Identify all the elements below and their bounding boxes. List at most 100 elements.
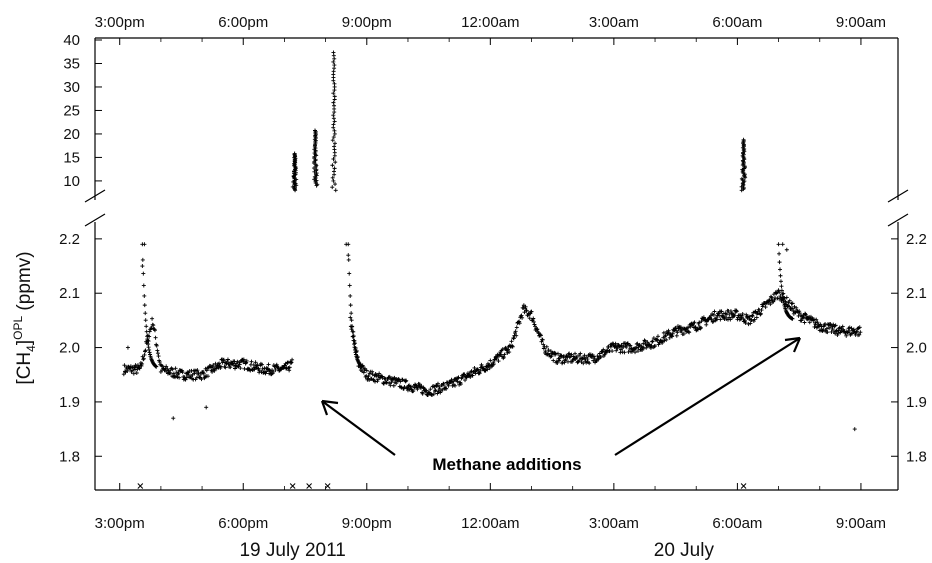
baseline-data-point <box>540 337 545 342</box>
methane-additions-annotation: Methane additions <box>432 455 581 474</box>
baseline-data-point <box>142 352 147 357</box>
baseline-data-point <box>221 357 226 362</box>
baseline-data-point <box>170 367 175 372</box>
baseline-data-point <box>408 384 413 389</box>
baseline-data-point <box>592 356 597 361</box>
annotation-arrowhead-right <box>784 336 802 353</box>
outlier-data-point <box>344 242 349 247</box>
baseline-data-point <box>177 375 182 380</box>
spike-data-point <box>741 186 746 191</box>
baseline-data-point <box>156 354 161 359</box>
spike-data-point <box>330 163 335 168</box>
baseline-data-point <box>253 360 258 365</box>
baseline-data-point <box>585 357 590 362</box>
decay-data-point <box>141 271 146 276</box>
decay-data-point <box>349 318 354 323</box>
decay-data-point <box>146 345 151 350</box>
baseline-data-point <box>546 348 551 353</box>
decay-data-point <box>777 251 782 256</box>
baseline-data-point <box>176 371 181 376</box>
outlier-data-point <box>784 247 789 252</box>
baseline-data-point <box>455 376 460 381</box>
date-label: 19 July 2011 <box>239 540 345 561</box>
baseline-data-point <box>221 358 226 363</box>
baseline-data-point <box>218 364 223 369</box>
baseline-data-point <box>377 371 382 376</box>
decay-data-point <box>154 364 159 369</box>
baseline-data-point <box>211 363 216 368</box>
baseline-data-point <box>679 329 684 334</box>
baseline-data-point <box>456 375 461 380</box>
decay-data-point <box>146 342 151 347</box>
baseline-data-point <box>844 333 849 338</box>
x-tick-label-top: 3:00pm <box>95 14 145 31</box>
baseline-data-point <box>195 368 200 373</box>
baseline-data-point <box>384 380 389 385</box>
baseline-data-point <box>767 298 772 303</box>
outlier-data-point <box>171 416 176 421</box>
outlier-data-point <box>780 242 785 247</box>
baseline-data-point <box>205 374 210 379</box>
baseline-data-point <box>824 326 829 331</box>
baseline-data-point <box>857 325 862 330</box>
spike-data-point <box>333 182 338 187</box>
decay-data-point <box>778 267 783 272</box>
baseline-data-point <box>491 362 496 367</box>
baseline-data-point <box>260 362 265 367</box>
baseline-data-point <box>484 364 489 369</box>
baseline-data-point <box>840 324 845 329</box>
decay-data-point <box>145 338 150 343</box>
baseline-data-point <box>505 347 510 352</box>
decay-data-point <box>777 260 782 265</box>
baseline-data-point <box>628 343 633 348</box>
spike-data-point <box>331 169 336 174</box>
baseline-data-point <box>288 360 293 365</box>
baseline-data-point <box>434 383 439 388</box>
baseline-data-point <box>735 315 740 320</box>
baseline-data-point <box>734 308 739 313</box>
baseline-data-point <box>749 318 754 323</box>
baseline-data-point <box>290 357 295 362</box>
baseline-data-point <box>166 368 171 373</box>
decay-data-point <box>778 279 783 284</box>
baseline-data-point <box>150 322 155 327</box>
y-tick-label-upper: 30 <box>63 79 80 96</box>
baseline-data-point <box>444 386 449 391</box>
baseline-data-point <box>348 315 353 320</box>
baseline-data-point <box>388 383 393 388</box>
baseline-data-point <box>778 294 783 299</box>
baseline-data-point <box>765 301 770 306</box>
baseline-data-point <box>532 322 537 327</box>
baseline-data-point <box>750 314 755 319</box>
baseline-data-point <box>854 329 859 334</box>
baseline-data-point <box>396 377 401 382</box>
spike-data-point <box>332 128 337 133</box>
baseline-data-point <box>264 369 269 374</box>
y-tick-label-lower-right: 1.8 <box>906 448 927 465</box>
decay-data-point <box>141 283 146 288</box>
decay-data-point <box>351 338 356 343</box>
baseline-data-point <box>210 364 215 369</box>
baseline-data-point <box>758 312 763 317</box>
baseline-data-point <box>153 335 158 340</box>
spike-data-point <box>332 94 337 99</box>
baseline-data-point <box>478 368 483 373</box>
baseline-data-point <box>451 379 456 384</box>
spike-data-point <box>331 122 336 127</box>
baseline-data-point <box>830 327 835 332</box>
decay-data-point <box>780 295 785 300</box>
baseline-data-point <box>255 362 260 367</box>
baseline-data-point <box>411 388 416 393</box>
baseline-data-point <box>857 332 862 337</box>
baseline-data-point <box>367 371 372 376</box>
left-axis-break-mark-upper <box>84 189 106 203</box>
baseline-data-point <box>201 371 206 376</box>
decay-data-point <box>778 273 783 278</box>
baseline-data-point <box>131 371 136 376</box>
baseline-data-point <box>752 317 757 322</box>
baseline-data-point <box>373 379 378 384</box>
baseline-data-point <box>514 325 519 330</box>
x-tick-label-top: 6:00pm <box>218 14 268 31</box>
baseline-data-point <box>155 351 160 356</box>
baseline-data-point <box>494 356 499 361</box>
